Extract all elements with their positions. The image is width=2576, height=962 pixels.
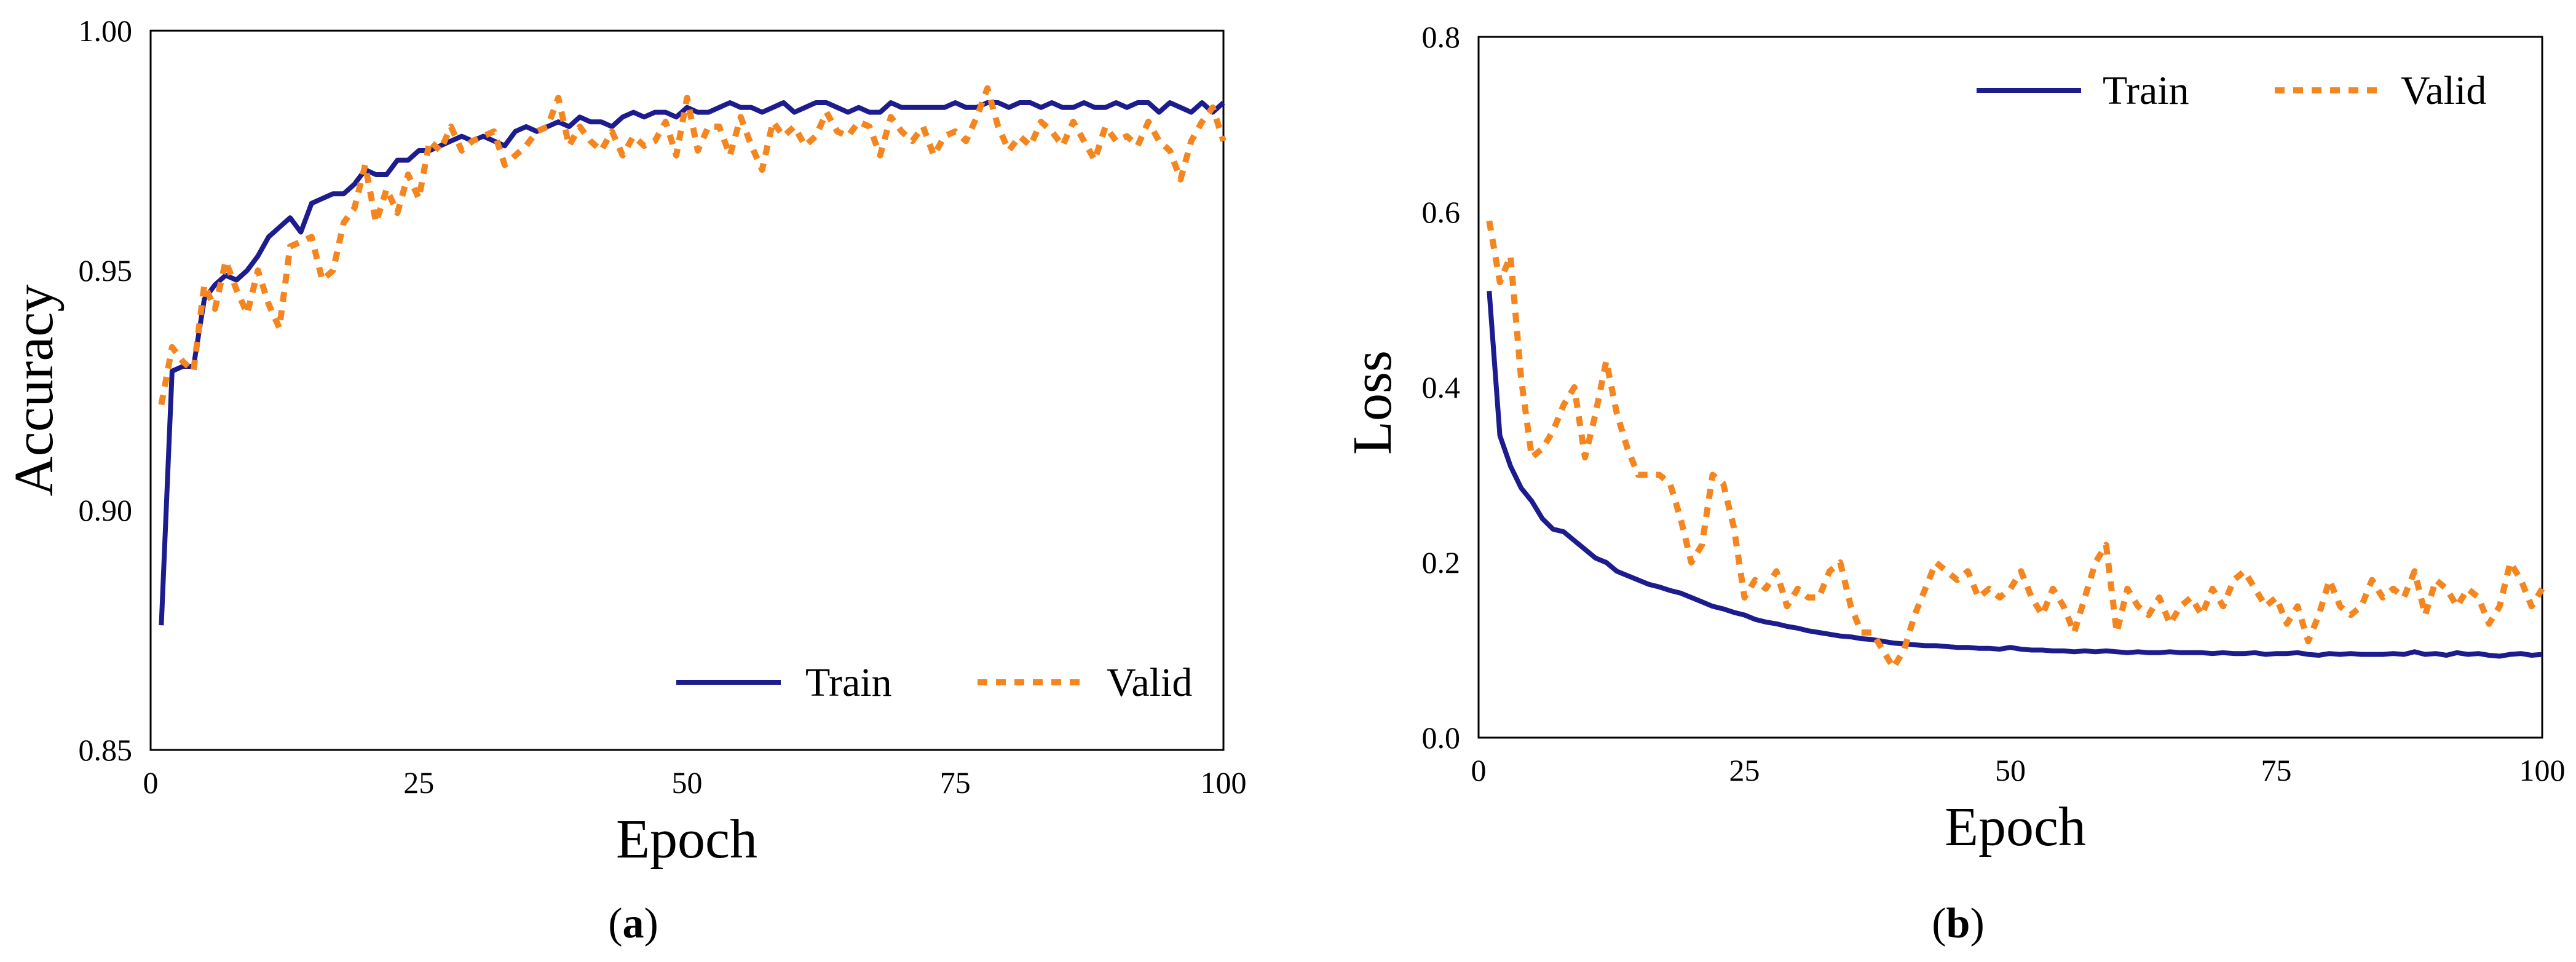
panel-b-caption-open: ( xyxy=(1932,900,1946,947)
panel-b-x-tick-label: 25 xyxy=(1729,753,1760,787)
panel-a-x-ticks: 0 25 50 75 100 xyxy=(143,765,1247,800)
panel-a-y-axis-label: Accuracy xyxy=(4,285,65,497)
panel-b-caption-close: ) xyxy=(1970,900,1984,947)
panel-a-series-valid-line xyxy=(158,85,1227,406)
panel-a-x-tick-label: 100 xyxy=(1201,765,1247,800)
panel-a-legend-valid-label: Valid xyxy=(1107,660,1192,705)
panel-a-y-ticks: 0.85 0.90 0.95 1.00 xyxy=(79,14,133,767)
panel-a-y-tick-label: 0.90 xyxy=(79,493,133,527)
panel-b-x-axis-label: Epoch xyxy=(1945,797,2086,858)
panel-a-accuracy-chart: 0 25 50 75 100 0.85 0.90 0.95 1.00 Epoch Accura… xyxy=(4,14,1247,947)
panel-b-legend-train-label: Train xyxy=(2103,68,2189,113)
panel-b-y-ticks: 0.0 0.2 0.4 0.6 0.8 xyxy=(1422,20,1461,755)
panel-b-x-tick-label: 100 xyxy=(2519,753,2566,787)
panel-b-loss-chart: 0 25 50 75 100 0.0 0.2 0.4 0.6 0.8 Epoch Loss Tr… xyxy=(1342,20,2566,947)
panel-b-y-tick-label: 0.0 xyxy=(1422,720,1461,755)
panel-b-y-tick-label: 0.6 xyxy=(1422,195,1461,229)
panel-b-series-valid-line xyxy=(1486,220,2545,671)
panel-b-x-tick-label: 50 xyxy=(1995,753,2026,787)
panel-a-legend-train-label: Train xyxy=(805,660,892,705)
panel-b-x-tick-label: 75 xyxy=(2261,753,2292,787)
panel-b-plot-frame xyxy=(1477,36,2543,739)
panel-b-y-tick-label: 0.4 xyxy=(1422,370,1461,404)
panel-b-caption-letter: b xyxy=(1946,900,1970,947)
panel-b-series-layer xyxy=(1486,220,2545,671)
panel-a-y-tick-label: 0.85 xyxy=(79,733,133,767)
panel-a-caption-letter: a xyxy=(623,900,644,947)
panel-b-x-ticks: 0 25 50 75 100 xyxy=(1471,753,2566,787)
panel-a-x-tick-label: 75 xyxy=(940,765,971,800)
panel-b-legend-valid-label: Valid xyxy=(2401,68,2486,113)
panel-a-y-tick-label: 1.00 xyxy=(79,14,133,48)
panel-a-caption: (a) xyxy=(608,900,658,947)
panel-a-plot-frame xyxy=(149,30,1225,751)
panel-a-caption-close: ) xyxy=(644,900,658,947)
panel-b-caption: (b) xyxy=(1932,900,1985,947)
panel-b-series-train-line xyxy=(1487,291,2543,659)
panel-a-series-train-line xyxy=(159,100,1225,626)
panel-b-y-tick-label: 0.2 xyxy=(1422,545,1461,580)
panel-b-y-tick-label: 0.8 xyxy=(1422,20,1461,54)
panel-a-x-axis-label: Epoch xyxy=(616,809,757,870)
panel-b-y-axis-label: Loss xyxy=(1342,350,1403,455)
panel-a-x-tick-label: 0 xyxy=(143,765,159,800)
panel-a-caption-open: ( xyxy=(608,900,622,947)
panel-a-y-tick-label: 0.95 xyxy=(79,253,133,288)
panel-a-series-layer xyxy=(158,85,1227,626)
panel-a-legend: Train Valid xyxy=(676,660,1192,705)
panel-b-x-tick-label: 0 xyxy=(1471,753,1487,787)
panel-a-x-tick-label: 25 xyxy=(403,765,434,800)
panel-a-x-tick-label: 50 xyxy=(672,765,703,800)
panel-b-legend: Train Valid xyxy=(1977,68,2486,113)
